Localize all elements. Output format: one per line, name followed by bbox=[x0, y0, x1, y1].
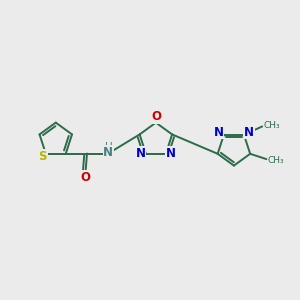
Text: N: N bbox=[103, 146, 113, 159]
Text: N: N bbox=[136, 147, 146, 160]
Text: CH₃: CH₃ bbox=[264, 121, 280, 130]
Text: H: H bbox=[105, 142, 113, 152]
Text: O: O bbox=[80, 171, 91, 184]
Text: N: N bbox=[166, 147, 176, 160]
Text: CH₃: CH₃ bbox=[268, 156, 284, 165]
Text: O: O bbox=[151, 110, 161, 123]
Text: S: S bbox=[38, 150, 47, 163]
Text: N: N bbox=[214, 126, 224, 139]
Text: N: N bbox=[244, 126, 254, 139]
